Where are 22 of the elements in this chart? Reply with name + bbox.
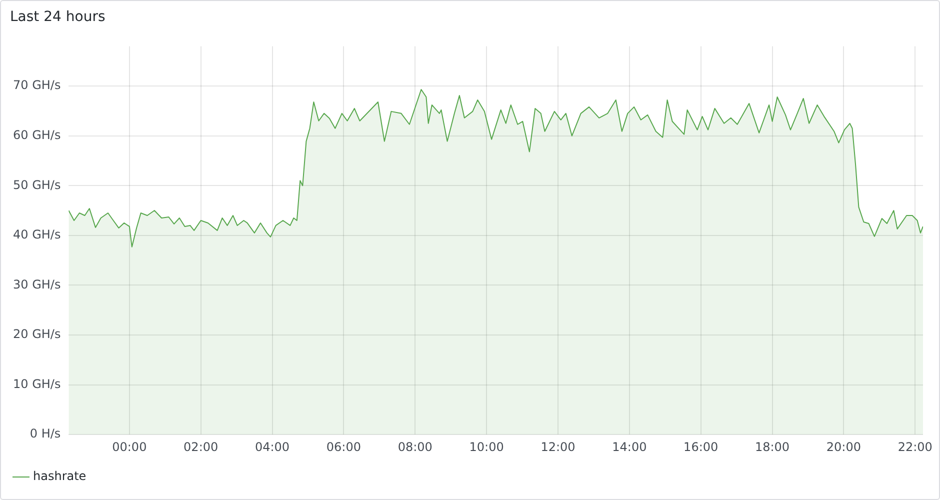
x-tick-label: 14:00	[612, 440, 647, 454]
y-tick-label: 40 GH/s	[13, 228, 61, 242]
y-tick-label: 30 GH/s	[13, 277, 61, 292]
x-tick-label: 10:00	[469, 440, 504, 454]
x-tick-label: 22:00	[898, 440, 932, 454]
x-tick-label: 00:00	[112, 440, 147, 454]
x-tick-label: 20:00	[826, 440, 862, 454]
y-tick-label: 70 GH/s	[13, 78, 61, 92]
y-tick-label: 50 GH/s	[13, 178, 61, 192]
x-tick-label: 12:00	[540, 440, 576, 454]
y-tick-label: 20 GH/s	[13, 327, 61, 342]
chart-title: Last 24 hours	[10, 9, 106, 25]
x-tick-label: 18:00	[754, 440, 790, 454]
y-tick-label: 10 GH/s	[13, 376, 61, 391]
x-tick-label: 16:00	[684, 440, 718, 454]
x-tick-label: 04:00	[254, 440, 290, 454]
x-tick-label: 06:00	[326, 440, 361, 454]
legend-label: hashrate	[33, 469, 86, 484]
y-tick-label: 60 GH/s	[13, 128, 61, 142]
x-tick-label: 08:00	[398, 440, 432, 454]
y-tick-label: 0 H/s	[30, 426, 61, 441]
x-tick-label: 02:00	[184, 440, 218, 454]
